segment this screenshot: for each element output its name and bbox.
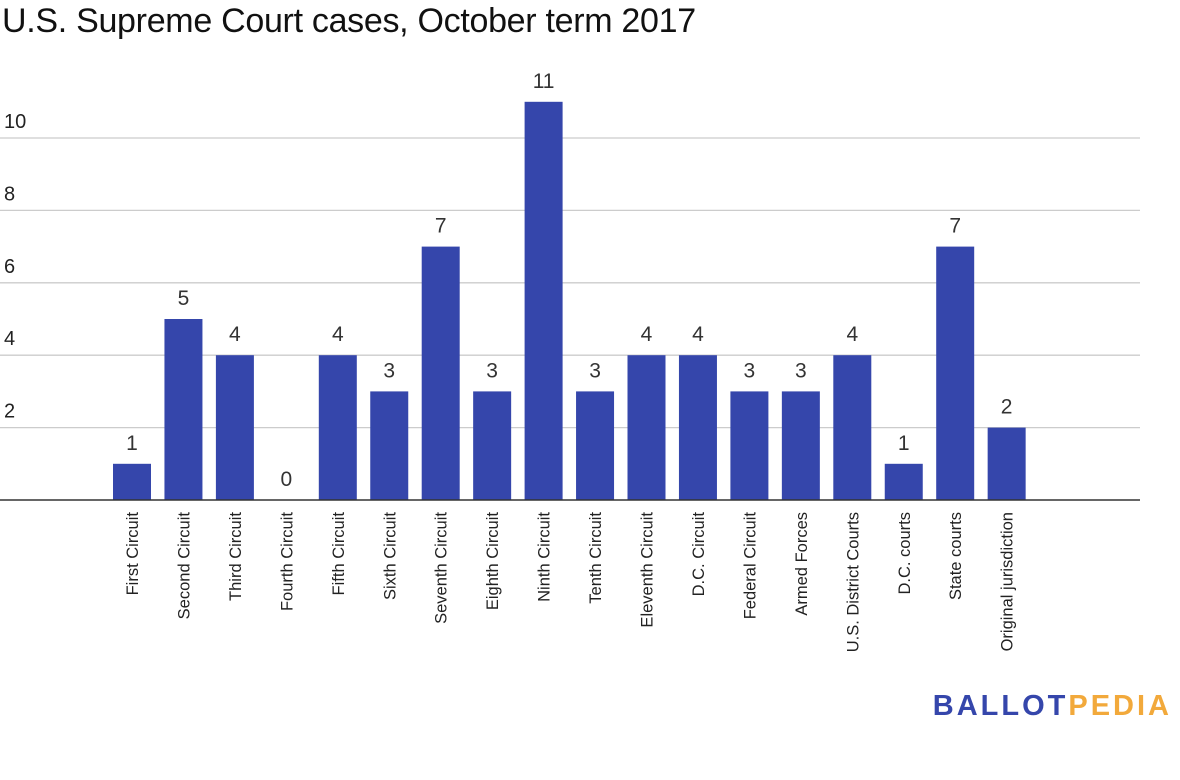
data-label-sixth-circuit: 3 [383,359,395,382]
bar-tenth-circuit [576,391,615,500]
bar-second-circuit [164,319,203,500]
bar-third-circuit [215,355,254,500]
data-label-tenth-circuit: 3 [589,359,601,382]
bar-armed-forces [781,391,820,500]
x-tick-label-first-circuit: First Circuit [124,512,142,596]
data-label-second-circuit: 5 [178,287,190,310]
logo-text-pedia: PEDIA [1068,690,1172,722]
y-tick-label-10: 10 [4,111,26,133]
data-label-armed-forces: 3 [795,359,807,382]
x-tick-label-eighth-circuit: Eighth Circuit [484,512,502,611]
bar-d-c-circuit [678,355,717,500]
bar-eleventh-circuit [627,355,666,500]
x-tick-label-fifth-circuit: Fifth Circuit [330,512,348,596]
bar-state-courts [936,246,975,500]
x-tick-label-sixth-circuit: Sixth Circuit [381,512,399,600]
data-label-u-s-district-courts: 4 [846,323,858,346]
y-tick-label-2: 2 [4,401,15,423]
bar-ninth-circuit [524,101,563,501]
data-label-eighth-circuit: 3 [486,359,498,382]
x-tick-label-original-jurisdiction: Original jurisdiction [999,512,1017,651]
bar-fifth-circuit [318,355,357,500]
x-tick-label-eleventh-circuit: Eleventh Circuit [639,512,657,628]
data-label-seventh-circuit: 7 [435,215,447,238]
data-label-eleventh-circuit: 4 [641,323,653,346]
data-label-state-courts: 7 [949,215,961,238]
data-label-federal-circuit: 3 [744,359,756,382]
data-label-ninth-circuit: 11 [533,70,555,93]
bar-federal-circuit [730,391,769,500]
data-label-d-c-courts: 1 [898,432,910,455]
bar-u-s-district-courts [833,355,872,500]
x-tick-label-tenth-circuit: Tenth Circuit [587,512,605,604]
bar-sixth-circuit [370,391,409,500]
x-tick-label-fourth-circuit: Fourth Circuit [278,512,296,611]
data-label-original-jurisdiction: 2 [1001,396,1013,419]
x-tick-label-federal-circuit: Federal Circuit [741,512,759,620]
bar-first-circuit [113,463,151,500]
bar-eighth-circuit [473,391,512,500]
bars [113,101,1026,501]
data-label-fourth-circuit: 0 [281,468,293,491]
y-tick-label-4: 4 [4,328,15,350]
data-label-fifth-circuit: 4 [332,323,344,346]
bar-d-c-courts [884,463,923,500]
x-tick-label-u-s-district-courts: U.S. District Courts [844,512,862,652]
x-tick-label-ninth-circuit: Ninth Circuit [536,512,554,602]
x-tick-label-seventh-circuit: Seventh Circuit [433,512,451,624]
x-tick-label-armed-forces: Armed Forces [793,512,811,616]
data-label-first-circuit: 1 [126,432,138,455]
logo-text-ballot: BALLOT [932,690,1069,722]
data-labels: 1 5 4 0 4 3 7 3 11 3 4 4 3 3 4 1 7 2 [126,70,1012,491]
chart-title: U.S. Supreme Court cases, October term 2… [2,2,696,40]
x-tick-label-third-circuit: Third Circuit [227,512,245,601]
x-tick-label-state-courts: State courts [947,512,965,600]
bar-original-jurisdiction [987,427,1026,500]
data-label-d-c-circuit: 4 [692,323,704,346]
bar-seventh-circuit [421,246,460,500]
y-axis-tick-labels: 2 4 6 8 10 [4,111,26,423]
x-tick-label-d-c-courts: D.C. courts [896,512,914,595]
x-tick-label-second-circuit: Second Circuit [175,512,193,620]
ballotpedia-logo: BALLOTPEDIA [933,690,1172,723]
y-tick-label-8: 8 [4,183,15,205]
y-tick-label-6: 6 [4,256,15,278]
x-tick-label-d-c-circuit: D.C. Circuit [690,512,708,597]
data-label-third-circuit: 4 [229,323,241,346]
x-axis-category-labels: First Circuit Second Circuit Third Circuit… [124,512,1017,653]
